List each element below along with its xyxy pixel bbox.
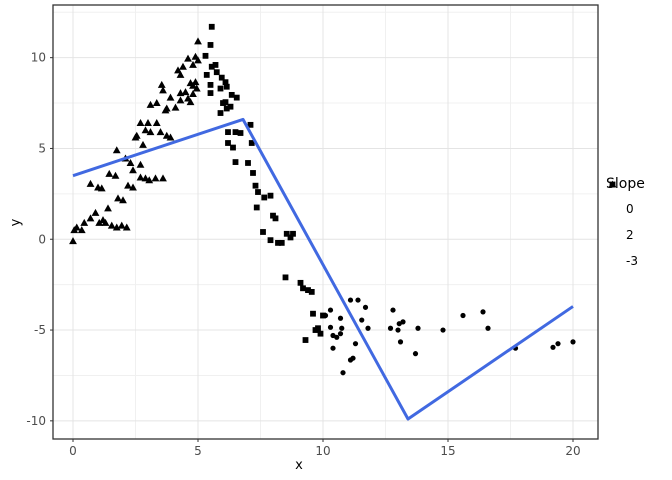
legend-label: -3 bbox=[626, 253, 638, 268]
svg-text:0: 0 bbox=[38, 232, 46, 246]
x-axis-ticks: 0 5 10 15 20 bbox=[69, 439, 581, 458]
y-axis-title-text: y bbox=[8, 218, 24, 226]
legend: Slope 0 2 -3 bbox=[604, 176, 670, 278]
y-axis-ticks: -10 -5 0 5 10 bbox=[26, 51, 53, 428]
grid-major-lines bbox=[53, 5, 598, 439]
legend-item-slope-neg3: -3 bbox=[604, 181, 670, 269]
svg-text:0: 0 bbox=[69, 444, 77, 458]
svg-text:10: 10 bbox=[315, 444, 330, 458]
legend-title: Slope bbox=[606, 176, 645, 192]
x-axis-title: x bbox=[295, 458, 303, 473]
svg-text:-5: -5 bbox=[34, 323, 46, 337]
svg-text:5: 5 bbox=[194, 444, 202, 458]
fit-line bbox=[72, 117, 574, 421]
legend-label: 0 bbox=[626, 201, 634, 216]
square-icon bbox=[604, 181, 621, 269]
triangle-icon bbox=[604, 180, 621, 243]
legend-item-slope-2: 2 bbox=[604, 180, 670, 243]
y-axis-title: y bbox=[8, 0, 24, 444]
svg-text:10: 10 bbox=[31, 51, 46, 65]
panel-border bbox=[52, 4, 599, 440]
grid-minor-lines bbox=[53, 5, 598, 439]
svg-text:-10: -10 bbox=[26, 414, 46, 428]
data-points bbox=[69, 23, 576, 376]
svg-text:20: 20 bbox=[565, 444, 580, 458]
circle-icon bbox=[604, 182, 621, 217]
svg-text:15: 15 bbox=[440, 444, 455, 458]
legend-item-slope-0: 0 bbox=[604, 182, 670, 217]
legend-label: 2 bbox=[626, 227, 634, 242]
svg-text:5: 5 bbox=[38, 141, 46, 155]
